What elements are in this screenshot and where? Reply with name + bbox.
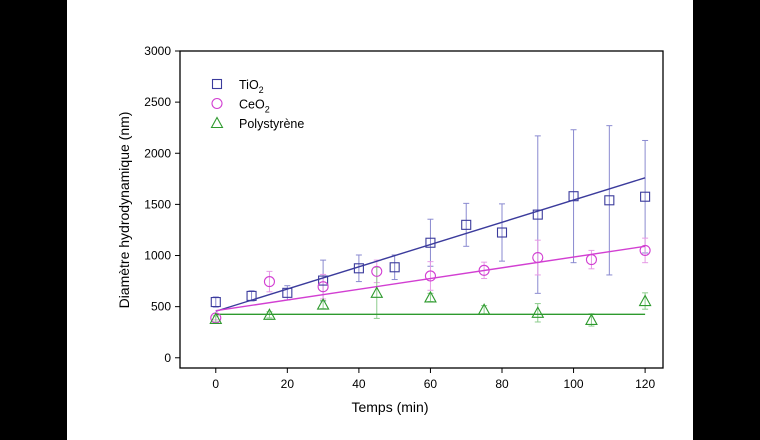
- x-tick-label: 40: [352, 377, 366, 391]
- ceo2-point: [371, 265, 383, 277]
- x-tick-label: 100: [564, 377, 584, 391]
- ceo2-point: [424, 270, 436, 282]
- tio2-point: [604, 195, 615, 206]
- tio2-point: [461, 219, 472, 230]
- x-axis-label: Temps (min): [351, 399, 428, 415]
- ceo2-point: [585, 254, 597, 266]
- tio2-point: [246, 290, 257, 301]
- y-tick-label: 3000: [144, 44, 171, 58]
- x-tick-label: 0: [212, 377, 219, 391]
- tio2-point: [282, 287, 293, 298]
- y-axis-label: Diamètre hydrodynamique (nm): [116, 112, 132, 309]
- tio2-fit-line: [215, 177, 646, 312]
- ceo2-legend-subscript: 2: [265, 105, 270, 115]
- ceo2-point: [263, 276, 275, 288]
- polystyrene-point: [638, 294, 652, 307]
- legend: TiO2 CeO2 Polystyrène: [210, 78, 304, 131]
- tio2-point: [640, 191, 651, 202]
- ceo2-point: [639, 244, 651, 256]
- y-tick-label: 0: [164, 351, 171, 365]
- y-tick-label: 2500: [144, 95, 171, 109]
- data-points-layer: [209, 191, 652, 325]
- x-tick-label: 80: [495, 377, 509, 391]
- ceo2-point: [317, 281, 329, 293]
- ceo2-fit-line: [215, 245, 646, 312]
- fit-lines-layer: [215, 177, 646, 316]
- y-tick-label: 2000: [144, 146, 171, 160]
- x-tick-label: 120: [635, 377, 655, 391]
- y-tick-label: 1000: [144, 249, 171, 263]
- x-tick-label: 60: [424, 377, 438, 391]
- polystyrene-point: [531, 306, 545, 318]
- tio2-legend-label: TiO2: [239, 78, 264, 95]
- y-axis-ticks: 0 500 1000 1500 2000 2500 3000: [144, 44, 180, 365]
- polystyrene-point: [424, 290, 437, 303]
- tio2-legend-marker: [211, 78, 223, 90]
- polystyrene-point: [263, 308, 276, 320]
- y-tick-label: 500: [151, 300, 171, 314]
- chart-svg: 0 20 40 60 80 100 120 0 500 1000 1500 2000 2500 3000…: [116, 44, 664, 415]
- polystyrene-point: [585, 313, 598, 325]
- tio2-point: [532, 209, 543, 220]
- ceo2-point: [532, 252, 544, 264]
- ceo2-legend-marker: [211, 97, 223, 110]
- x-axis-ticks: 0 20 40 60 80 100 120: [212, 368, 655, 391]
- ceo2-legend-label: CeO2: [239, 98, 270, 115]
- polystyrene-point: [316, 297, 330, 310]
- tio2-point: [568, 191, 579, 202]
- tio2-legend-subscript: 2: [259, 85, 264, 95]
- error-bars-layer: [212, 125, 649, 327]
- polystyrene-legend-label: Polystyrène: [239, 117, 304, 131]
- tio2-point: [496, 227, 508, 238]
- polystyrene-point: [209, 312, 223, 324]
- tio2-point: [318, 275, 329, 286]
- polystyrene-point: [370, 286, 384, 298]
- ceo2-point: [478, 264, 490, 276]
- tio2-point: [210, 296, 221, 308]
- chart-panel: 0 20 40 60 80 100 120 0 500 1000 1500 2000 2500 3000…: [67, 0, 693, 440]
- x-tick-label: 20: [281, 377, 295, 391]
- tio2-point: [353, 263, 364, 274]
- tio2-point: [389, 262, 400, 273]
- tio2-point: [425, 237, 436, 248]
- plot-frame: [179, 50, 664, 369]
- polystyrene-point: [477, 303, 491, 315]
- polystyrene-legend-marker: [210, 116, 224, 129]
- y-tick-label: 1500: [144, 197, 171, 211]
